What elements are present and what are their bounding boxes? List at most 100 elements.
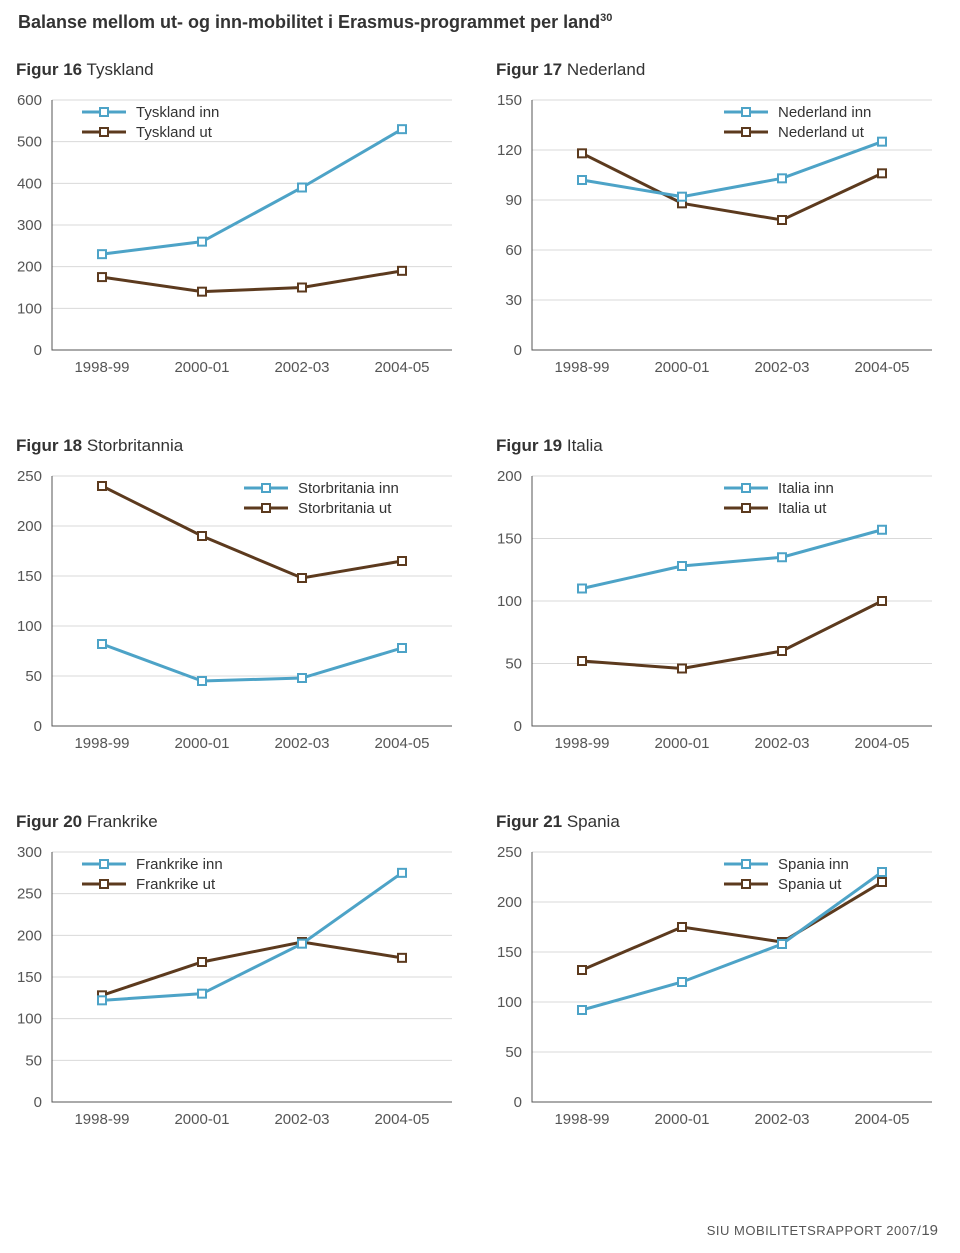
legend-label: Tyskland inn (136, 104, 219, 121)
legend: Frankrike innFrankrike ut (82, 856, 223, 893)
y-tick-label: 50 (25, 1052, 42, 1069)
footer-text: SIU MOBILITETSRAPPORT 2007/ (707, 1223, 922, 1238)
legend: Storbritania inn Storbritania ut (244, 480, 399, 517)
series-inn (102, 129, 402, 254)
marker-inn (398, 644, 406, 652)
y-tick-label: 0 (34, 342, 42, 359)
y-tick-label: 50 (505, 656, 522, 673)
marker-ut (198, 288, 206, 296)
series-ut (582, 882, 882, 970)
panel-f21: Figur 21 Spania0501001502002501998-99200… (480, 812, 960, 1188)
legend-label: Storbritania ut (298, 500, 392, 517)
marker-inn (198, 677, 206, 685)
marker-ut (578, 149, 586, 157)
y-tick-label: 0 (34, 718, 42, 735)
marker-ut (778, 647, 786, 655)
marker-inn (98, 250, 106, 258)
legend: Spania inn Spania ut (724, 856, 849, 893)
x-tick-label: 1998-99 (74, 359, 129, 376)
y-tick-label: 200 (17, 259, 42, 276)
marker-inn (198, 238, 206, 246)
legend-label: Frankrike ut (136, 876, 216, 893)
x-tick-label: 2004-05 (374, 735, 429, 752)
y-tick-label: 150 (497, 944, 522, 961)
y-tick-label: 100 (17, 618, 42, 635)
figure-title: Figur 16 Tyskland (16, 60, 470, 80)
marker-inn (578, 585, 586, 593)
legend: Italia innItalia ut (724, 480, 834, 517)
panel-f20: Figur 20 Frankrike0501001502002503001998… (0, 812, 480, 1188)
figure-title: Figur 18 Storbritannia (16, 436, 470, 456)
x-tick-label: 2004-05 (854, 1111, 909, 1128)
marker-ut (98, 273, 106, 281)
y-tick-label: 100 (17, 300, 42, 317)
x-tick-label: 1998-99 (74, 1111, 129, 1128)
marker-inn (198, 990, 206, 998)
page-title: Balanse mellom ut- og inn-mobilitet i Er… (18, 12, 612, 33)
marker-ut (678, 665, 686, 673)
y-tick-label: 300 (17, 844, 42, 861)
marker-inn (678, 978, 686, 986)
marker-inn (398, 869, 406, 877)
y-tick-label: 250 (17, 886, 42, 903)
marker-ut (198, 958, 206, 966)
legend-label: Spania ut (778, 876, 842, 893)
x-tick-label: 2004-05 (854, 359, 909, 376)
y-tick-label: 150 (497, 92, 522, 109)
x-tick-label: 2004-05 (374, 1111, 429, 1128)
legend-label: Italia ut (778, 500, 827, 517)
y-tick-label: 0 (514, 342, 522, 359)
y-tick-label: 0 (514, 718, 522, 735)
marker-ut (878, 597, 886, 605)
x-tick-label: 2004-05 (374, 359, 429, 376)
marker-ut (878, 169, 886, 177)
marker-inn (778, 174, 786, 182)
marker-inn (98, 640, 106, 648)
chart-f19: 0501001502001998-992000-012002-032004-05… (490, 462, 950, 792)
y-tick-label: 50 (25, 668, 42, 685)
y-tick-label: 250 (497, 844, 522, 861)
legend-label: Storbritania inn (298, 480, 399, 497)
y-tick-label: 90 (505, 192, 522, 209)
x-tick-label: 1998-99 (554, 359, 609, 376)
x-tick-label: 2000-01 (654, 1111, 709, 1128)
marker-ut (298, 574, 306, 582)
marker-inn (778, 940, 786, 948)
series-ut (582, 601, 882, 669)
panel-f18: Figur 18 Storbritannia050100150200250199… (0, 436, 480, 812)
marker-ut (578, 657, 586, 665)
panel-f16: Figur 16 Tyskland01002003004005006001998… (0, 60, 480, 436)
figure-title: Figur 19 Italia (496, 436, 950, 456)
marker-inn (578, 176, 586, 184)
x-tick-label: 1998-99 (554, 735, 609, 752)
chart-f20: 0501001502002503001998-992000-012002-032… (10, 838, 470, 1168)
legend-label: Nederland ut (778, 124, 865, 141)
x-tick-label: 2002-03 (754, 735, 809, 752)
legend: Tyskland inn Tyskland ut (82, 104, 219, 141)
y-tick-label: 200 (17, 518, 42, 535)
page-title-text: Balanse mellom ut- og inn-mobilitet i Er… (18, 12, 600, 32)
marker-ut (878, 878, 886, 886)
y-tick-label: 120 (497, 142, 522, 159)
marker-ut (398, 557, 406, 565)
y-tick-label: 100 (497, 994, 522, 1011)
x-tick-label: 1998-99 (74, 735, 129, 752)
series-ut (102, 271, 402, 292)
y-tick-label: 30 (505, 292, 522, 309)
y-tick-label: 150 (17, 568, 42, 585)
chart-f16: 01002003004005006001998-992000-012002-03… (10, 86, 470, 416)
x-tick-label: 2002-03 (754, 359, 809, 376)
panel-f17: Figur 17 Nederland03060901201501998-9920… (480, 60, 960, 436)
x-tick-label: 2000-01 (654, 359, 709, 376)
y-tick-label: 0 (34, 1094, 42, 1111)
footer-page: 19 (921, 1222, 938, 1239)
legend-label: Spania inn (778, 856, 849, 873)
legend-label: Tyskland ut (136, 124, 213, 141)
marker-inn (678, 193, 686, 201)
marker-inn (878, 526, 886, 534)
marker-ut (678, 923, 686, 931)
y-tick-label: 600 (17, 92, 42, 109)
chart-grid: Figur 16 Tyskland01002003004005006001998… (0, 60, 960, 1188)
marker-inn (678, 562, 686, 570)
marker-ut (298, 284, 306, 292)
